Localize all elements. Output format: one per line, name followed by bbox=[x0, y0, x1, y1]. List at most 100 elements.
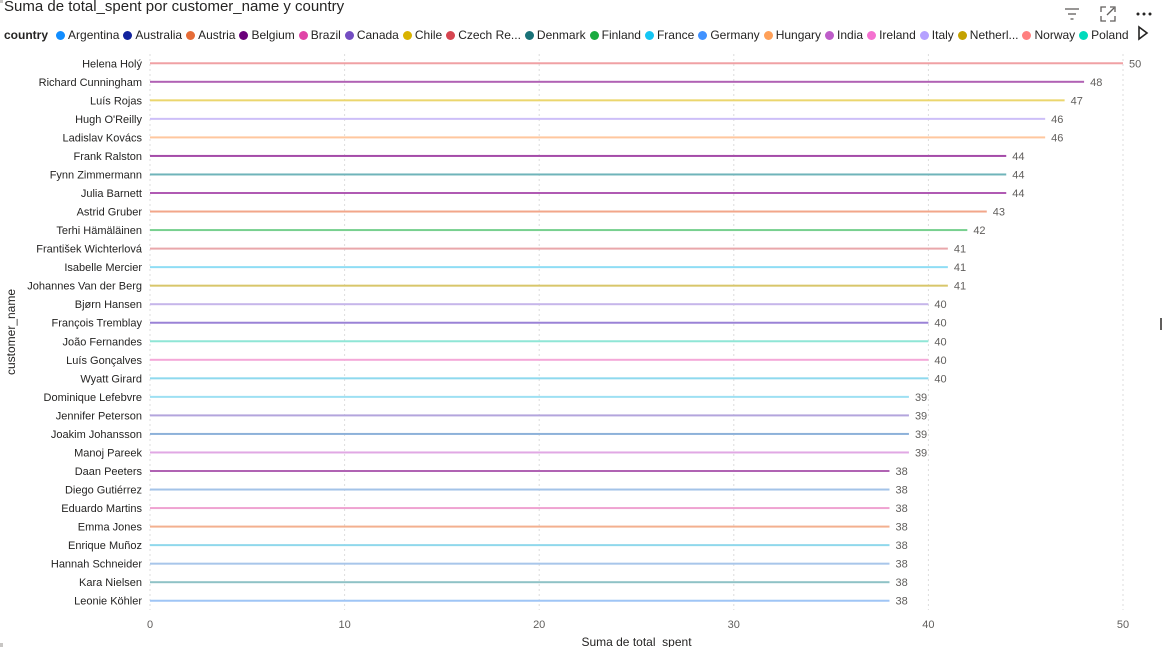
legend-label: India bbox=[837, 28, 864, 42]
legend-swatch bbox=[298, 30, 308, 40]
data-label: 40 bbox=[934, 373, 946, 385]
resize-handle[interactable] bbox=[1160, 318, 1162, 330]
legend-swatch bbox=[56, 30, 66, 40]
bar bbox=[150, 377, 929, 380]
y-category-label: Luís Rojas bbox=[90, 95, 142, 107]
data-label: 41 bbox=[954, 281, 966, 293]
data-label: 39 bbox=[915, 392, 927, 404]
legend-item[interactable]: Australia bbox=[123, 28, 182, 42]
legend-swatch bbox=[867, 30, 877, 40]
y-category-label: Emma Jones bbox=[78, 522, 143, 534]
legend-item[interactable]: Netherl... bbox=[957, 28, 1018, 42]
legend-item[interactable]: Denmark bbox=[524, 28, 586, 42]
bar bbox=[150, 210, 987, 213]
y-category-label: Leonie Köhler bbox=[74, 596, 142, 608]
bar bbox=[150, 229, 968, 232]
legend-swatch bbox=[698, 30, 708, 40]
data-label: 38 bbox=[895, 522, 907, 534]
legend-item[interactable]: Czech Re... bbox=[446, 28, 521, 42]
legend-item[interactable]: India bbox=[825, 28, 863, 42]
data-label: 38 bbox=[895, 577, 907, 589]
data-label: 44 bbox=[1012, 151, 1024, 163]
y-axis-title: customer_name bbox=[4, 289, 18, 375]
legend-item[interactable]: Hungary bbox=[763, 28, 822, 42]
bar bbox=[150, 99, 1065, 102]
bar bbox=[150, 414, 909, 417]
y-category-label: Hugh O'Reilly bbox=[75, 114, 142, 126]
bar bbox=[150, 488, 890, 491]
bar bbox=[150, 284, 948, 287]
y-category-label: Ladislav Kovács bbox=[63, 132, 143, 144]
legend-label: Czech Re... bbox=[458, 28, 521, 42]
bar bbox=[150, 470, 890, 472]
data-label: 44 bbox=[1012, 188, 1024, 200]
legend-item[interactable]: Ireland bbox=[867, 28, 916, 42]
legend-label: Denmark bbox=[536, 28, 586, 42]
y-category-label: Diego Gutiérrez bbox=[65, 485, 142, 497]
legend-swatch bbox=[919, 30, 929, 40]
legend-item[interactable]: Argentina bbox=[56, 28, 119, 42]
legend-swatch bbox=[524, 30, 534, 40]
bar-chart: 0 10 20 30 40 50 Helena Holý Richard Cunningham… bbox=[4, 54, 1141, 647]
legend-item[interactable]: Poland bbox=[1079, 28, 1129, 42]
visual-toolbar bbox=[1060, 4, 1156, 24]
y-category-label: Kara Nielsen bbox=[79, 577, 142, 589]
chart-title: Suma de total_spent por customer_name y … bbox=[4, 0, 345, 15]
bar bbox=[150, 507, 890, 510]
legend-swatch bbox=[957, 30, 967, 40]
data-label: 38 bbox=[895, 559, 907, 571]
legend-swatch bbox=[446, 30, 456, 40]
legend-items: Argentina Australia Austria Belgium Brazil Ca… bbox=[56, 28, 1133, 42]
legend-item[interactable]: Brazil bbox=[298, 28, 341, 42]
legend-item[interactable]: Italy bbox=[919, 28, 954, 42]
y-category-label: João Fernandes bbox=[63, 336, 143, 348]
legend-next-icon[interactable] bbox=[1136, 25, 1150, 41]
y-category-label: Manoj Pareek bbox=[74, 447, 142, 459]
legend-swatch bbox=[825, 30, 835, 40]
y-category-label: Richard Cunningham bbox=[39, 77, 142, 89]
bar bbox=[150, 340, 929, 343]
bar bbox=[150, 80, 1085, 83]
y-category-label: Hannah Schneider bbox=[51, 559, 142, 571]
data-label: 41 bbox=[954, 244, 966, 256]
focus-mode-icon[interactable] bbox=[1096, 4, 1120, 24]
filter-icon[interactable] bbox=[1060, 4, 1084, 24]
bar bbox=[150, 321, 929, 324]
y-category-label: Enrique Muñoz bbox=[68, 540, 142, 552]
bar bbox=[150, 192, 1007, 194]
y-category-label: Daan Peeters bbox=[75, 466, 143, 478]
y-category-label: Julia Barnett bbox=[81, 188, 142, 200]
x-tick-label: 30 bbox=[728, 619, 740, 631]
x-axis-title: Suma de total_spent bbox=[581, 635, 692, 647]
more-options-icon[interactable] bbox=[1132, 4, 1156, 24]
bar bbox=[150, 395, 909, 398]
legend-swatch bbox=[1022, 30, 1032, 40]
legend-label: Chile bbox=[414, 28, 443, 42]
legend-item[interactable]: France bbox=[644, 28, 694, 42]
legend-item[interactable]: Belgium bbox=[239, 28, 295, 42]
legend-label: Finland bbox=[601, 28, 641, 42]
legend-title: country bbox=[4, 28, 49, 42]
y-category-label: Isabelle Mercier bbox=[64, 262, 142, 274]
legend-item[interactable]: Austria bbox=[186, 28, 235, 42]
bar bbox=[150, 136, 1046, 139]
legend-label: Belgium bbox=[251, 28, 295, 42]
legend-item[interactable]: Germany bbox=[698, 28, 760, 42]
legend-swatch bbox=[239, 30, 249, 40]
y-category-label: Fynn Zimmermann bbox=[50, 169, 142, 181]
data-label: 44 bbox=[1012, 169, 1024, 181]
data-label: 40 bbox=[934, 355, 946, 367]
legend-swatch bbox=[763, 30, 773, 40]
bar bbox=[150, 247, 948, 250]
legend-item[interactable]: Finland bbox=[589, 28, 641, 42]
x-tick-label: 10 bbox=[338, 619, 350, 631]
legend-label: Hungary bbox=[775, 28, 822, 42]
legend-item[interactable]: Norway bbox=[1022, 28, 1075, 42]
legend-item[interactable]: Chile bbox=[402, 28, 443, 42]
legend-label: Norway bbox=[1034, 28, 1076, 42]
y-category-label: Terhi Hämäläinen bbox=[56, 225, 142, 237]
x-tick-label: 0 bbox=[147, 619, 153, 631]
legend-item[interactable]: Canada bbox=[344, 28, 399, 42]
bar bbox=[150, 173, 1007, 176]
data-label: 43 bbox=[993, 207, 1005, 219]
